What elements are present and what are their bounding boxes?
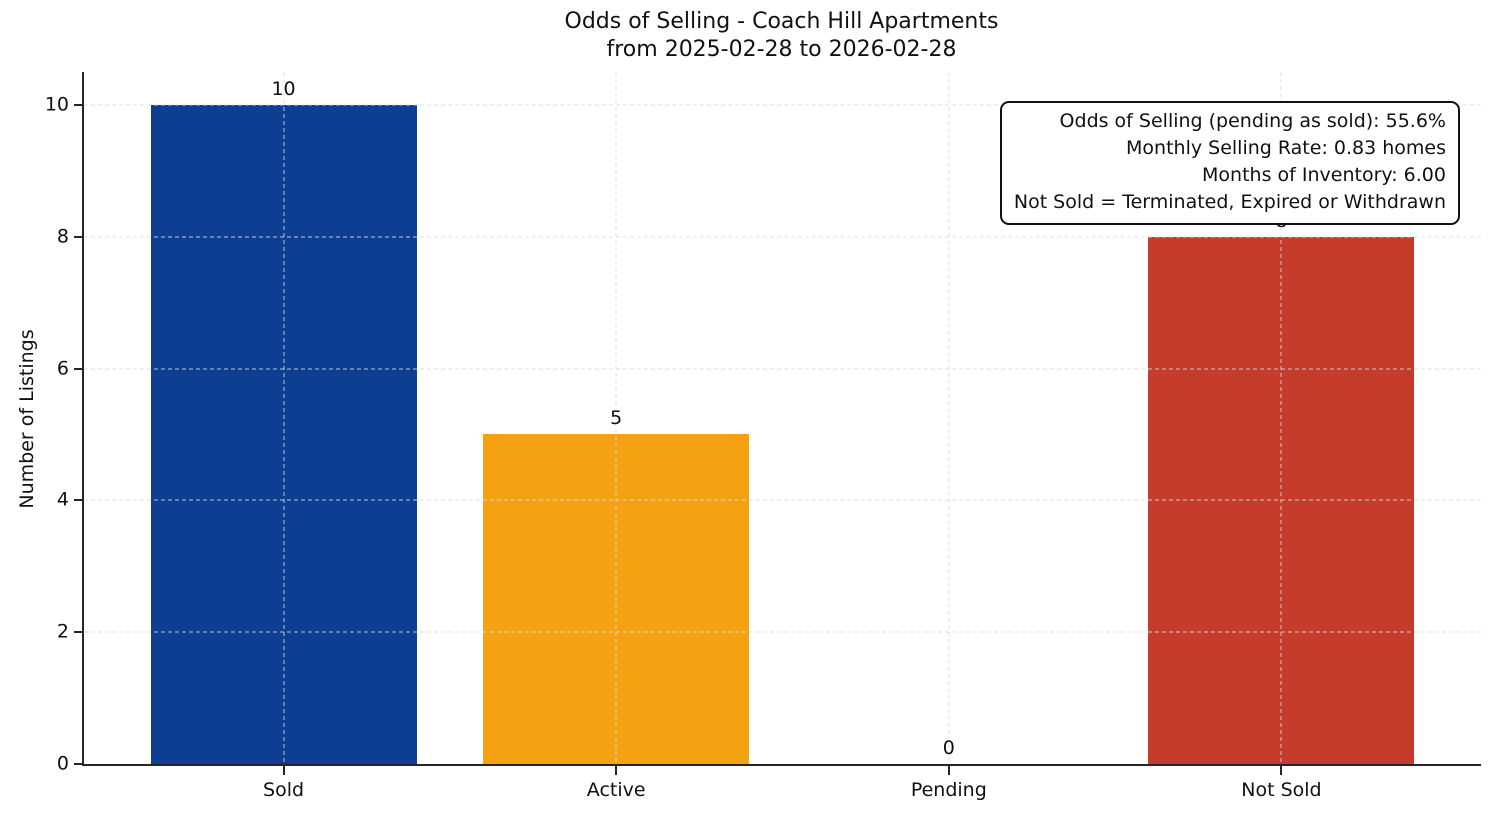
x-tick [1280, 766, 1283, 775]
gridline-vertical [948, 72, 950, 764]
y-tick-label: 10 [44, 93, 69, 116]
stat-monthly-selling-rate: Monthly Selling Rate: 0.83 homes [1126, 137, 1446, 159]
stat-odds-of-selling: Odds of Selling (pending as sold): 55.6% [1059, 110, 1446, 132]
gridline-horizontal [84, 499, 1481, 501]
x-tick-label: Not Sold [1241, 779, 1322, 801]
x-tick [282, 766, 285, 775]
y-tick-label: 6 [56, 357, 69, 380]
x-tick-label: Sold [263, 779, 305, 801]
y-tick-label: 4 [56, 488, 69, 511]
gridline-vertical [1280, 72, 1282, 764]
x-tick [947, 766, 950, 775]
stats-annotation-box: Odds of Selling (pending as sold): 55.6%… [999, 101, 1460, 225]
chart-title-line1: Odds of Selling - Coach Hill Apartments [564, 9, 999, 34]
gridline-horizontal [84, 368, 1481, 370]
gridline-vertical [283, 72, 285, 764]
bar-value-label: 5 [610, 407, 623, 430]
y-tick-label: 0 [56, 752, 69, 775]
chart-title: Odds of Selling - Coach Hill Apartments … [82, 8, 1481, 64]
y-tick [74, 631, 84, 634]
y-tick [74, 499, 84, 502]
bar-value-label: 10 [271, 77, 296, 100]
stat-not-sold-definition: Not Sold = Terminated, Expired or Withdr… [1013, 191, 1446, 213]
y-tick [74, 235, 84, 238]
x-tick-label: Active [586, 779, 646, 801]
y-axis-label: Number of Listings [16, 329, 38, 509]
x-tick-label: Pending [910, 779, 987, 801]
gridline-vertical [615, 72, 617, 764]
chart-title-line2: from 2025-02-28 to 2026-02-28 [606, 37, 957, 62]
gridline-horizontal [84, 631, 1481, 633]
gridline-horizontal [84, 236, 1481, 238]
gridline-horizontal [84, 104, 1481, 106]
y-tick-label: 8 [56, 225, 69, 248]
bar-value-label: 0 [942, 737, 955, 759]
stat-months-of-inventory: Months of Inventory: 6.00 [1202, 164, 1446, 186]
y-tick-label: 2 [56, 620, 69, 643]
x-tick [615, 766, 618, 775]
y-tick [74, 763, 84, 765]
y-tick [74, 103, 84, 106]
y-tick [74, 367, 84, 370]
